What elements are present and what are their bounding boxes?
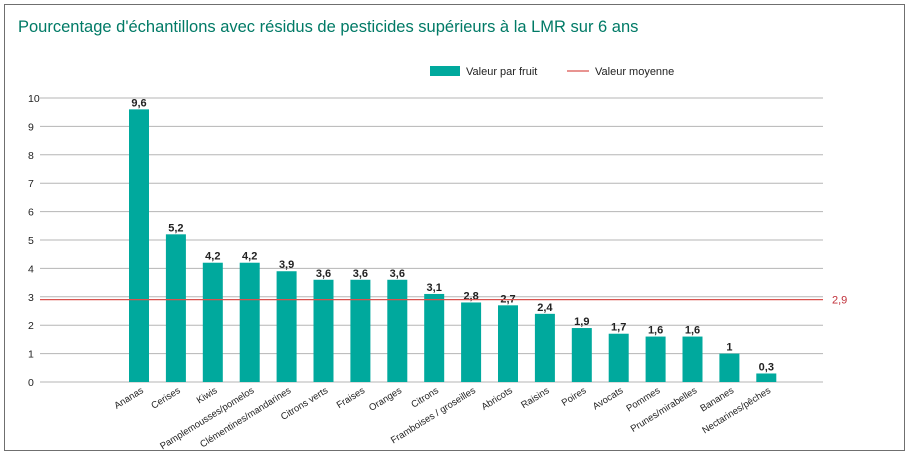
bar-5	[313, 279, 334, 382]
category-labels: Ananas Cerises KiwisPamplemousses/pomelosC…	[112, 385, 773, 452]
y-tick-label: 2	[28, 320, 34, 332]
y-tick-label: 7	[28, 178, 34, 190]
bar-6	[350, 279, 371, 382]
data-label: 3,6	[316, 268, 331, 280]
bar-17	[756, 373, 777, 382]
category-label: Cerises	[149, 385, 182, 412]
bar-4	[276, 271, 297, 382]
y-tick-label: 9	[28, 121, 34, 133]
data-label: 2,8	[463, 290, 478, 302]
category-label: Prunes/mirabelles	[629, 385, 700, 435]
y-tick-label: 6	[28, 207, 34, 219]
data-label: 1	[726, 342, 732, 354]
category-label: Nectarines/pêches	[700, 385, 773, 436]
data-label: 4,2	[205, 251, 220, 263]
chart-frame	[4, 4, 905, 451]
data-label: 1,9	[574, 316, 589, 328]
data-label: 5,2	[168, 222, 183, 234]
data-label: 3,6	[353, 268, 368, 280]
category-label: Poires	[560, 385, 589, 409]
category-label: Raisins	[519, 385, 551, 411]
mean-line-group: 2,9	[40, 295, 847, 307]
bar-2	[202, 262, 223, 382]
category-label: Ananas	[112, 385, 145, 412]
data-label: 9,6	[131, 97, 146, 109]
bars	[129, 109, 777, 383]
data-label: 3,6	[390, 268, 405, 280]
y-tick-label: 3	[28, 292, 34, 304]
category-label: Oranges	[367, 385, 404, 414]
bar-16	[719, 353, 740, 382]
data-label: 1,7	[611, 322, 626, 334]
data-label: 3,1	[427, 282, 442, 294]
data-label: 1,6	[685, 325, 700, 337]
category-label: Abricots	[480, 385, 515, 413]
bar-13	[608, 333, 629, 382]
data-label: 1,6	[648, 325, 663, 337]
data-label: 4,2	[242, 251, 257, 263]
y-tick-label: 1	[28, 349, 34, 361]
legend-label-bar: Valeur par fruit	[466, 66, 537, 78]
y-tick-label: 5	[28, 235, 34, 247]
legend-label-line: Valeur moyenne	[595, 66, 674, 78]
y-tick-label: 0	[28, 377, 34, 389]
legend: Valeur par fruit Valeur moyenne	[430, 66, 674, 78]
bar-15	[682, 336, 703, 382]
y-tick-label: 8	[28, 150, 34, 162]
data-labels: 9,65,24,2 4,23,93,6 3,6 3,63,12,8 2,72,41,9 1…	[131, 97, 774, 373]
bar-14	[645, 336, 666, 382]
category-label: Avocats	[591, 385, 626, 412]
category-label: Kiwis	[195, 385, 220, 406]
bar-10	[498, 305, 518, 382]
bar-8	[424, 293, 445, 382]
category-label: Fraises	[335, 385, 367, 411]
y-tick-label: 10	[28, 93, 40, 105]
y-axis-ticks: 0 1 2 3 4 5 6 7 8 9 10	[28, 93, 40, 389]
bar-11	[534, 313, 555, 382]
data-label: 0,3	[759, 361, 774, 373]
bar-9	[461, 302, 482, 382]
y-tick-label: 4	[28, 263, 34, 275]
bar-12	[571, 328, 592, 382]
chart-title: Pourcentage d'échantillons avec résidus …	[18, 18, 639, 36]
bar-0	[129, 109, 149, 383]
mean-value-label: 2,9	[832, 295, 847, 307]
bar-1	[165, 234, 186, 382]
bar-3	[239, 262, 260, 382]
data-label: 3,9	[279, 259, 294, 271]
data-label: 2,4	[537, 302, 553, 314]
bar-7	[387, 279, 408, 382]
legend-swatch-bar	[430, 66, 460, 76]
